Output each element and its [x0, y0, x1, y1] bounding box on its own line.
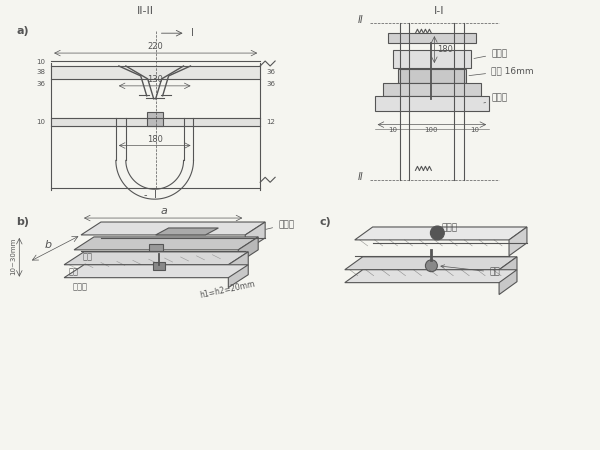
Text: 坦板: 坦板 — [69, 267, 79, 276]
Bar — [398, 69, 466, 83]
Circle shape — [430, 226, 445, 240]
Polygon shape — [64, 252, 248, 265]
Text: c): c) — [320, 217, 332, 227]
Bar — [388, 33, 476, 43]
Text: h1=h2=20mm: h1=h2=20mm — [199, 279, 256, 300]
Text: 下坦板: 下坦板 — [73, 282, 88, 291]
Text: 10: 10 — [36, 119, 45, 125]
Bar — [147, 112, 163, 126]
Text: 上坦板: 上坦板 — [266, 220, 294, 230]
Text: 12: 12 — [266, 119, 275, 125]
Bar — [383, 83, 481, 96]
Text: I: I — [154, 190, 157, 200]
Text: b: b — [44, 240, 52, 250]
Polygon shape — [355, 227, 527, 240]
Text: b): b) — [16, 217, 29, 227]
Text: a: a — [160, 206, 167, 216]
Text: 10~30mm: 10~30mm — [10, 238, 16, 275]
Polygon shape — [238, 237, 258, 263]
Bar — [374, 96, 489, 111]
Text: I-I: I-I — [434, 6, 445, 16]
Text: 销钉: 销钉 — [441, 265, 500, 277]
Text: 180: 180 — [147, 135, 163, 144]
Text: 36: 36 — [266, 69, 275, 75]
Bar — [149, 244, 163, 254]
Polygon shape — [229, 252, 248, 288]
Text: 10: 10 — [388, 126, 397, 133]
Text: II-II: II-II — [137, 6, 154, 16]
Text: 10: 10 — [470, 126, 479, 133]
Text: 10: 10 — [36, 59, 45, 65]
Text: I: I — [191, 28, 193, 38]
Bar — [152, 262, 164, 270]
Polygon shape — [499, 257, 517, 295]
Polygon shape — [81, 222, 265, 235]
Bar — [427, 97, 436, 103]
Text: 130: 130 — [147, 75, 163, 84]
Text: 胶板: 胶板 — [83, 252, 93, 261]
Polygon shape — [245, 222, 265, 251]
Text: 220: 220 — [148, 42, 164, 51]
Polygon shape — [74, 237, 258, 250]
Text: 盖板 16mm: 盖板 16mm — [469, 66, 534, 76]
Polygon shape — [509, 227, 527, 256]
Text: 下坦板: 下坦板 — [484, 94, 507, 103]
Circle shape — [425, 260, 437, 272]
Text: 销钉孔: 销钉孔 — [442, 224, 457, 233]
Text: II: II — [358, 172, 364, 182]
Text: 36: 36 — [266, 81, 275, 87]
Text: 38: 38 — [36, 69, 45, 75]
Polygon shape — [345, 257, 517, 270]
Polygon shape — [345, 270, 517, 283]
Polygon shape — [64, 265, 248, 278]
Text: 上坦板: 上坦板 — [474, 49, 507, 58]
Text: 100: 100 — [425, 126, 438, 133]
Bar — [392, 50, 471, 68]
Polygon shape — [155, 228, 218, 235]
Text: a): a) — [16, 26, 29, 36]
Text: -: - — [144, 190, 148, 200]
Text: 180: 180 — [437, 45, 453, 54]
Text: 36: 36 — [36, 81, 45, 87]
Text: II: II — [358, 15, 364, 25]
